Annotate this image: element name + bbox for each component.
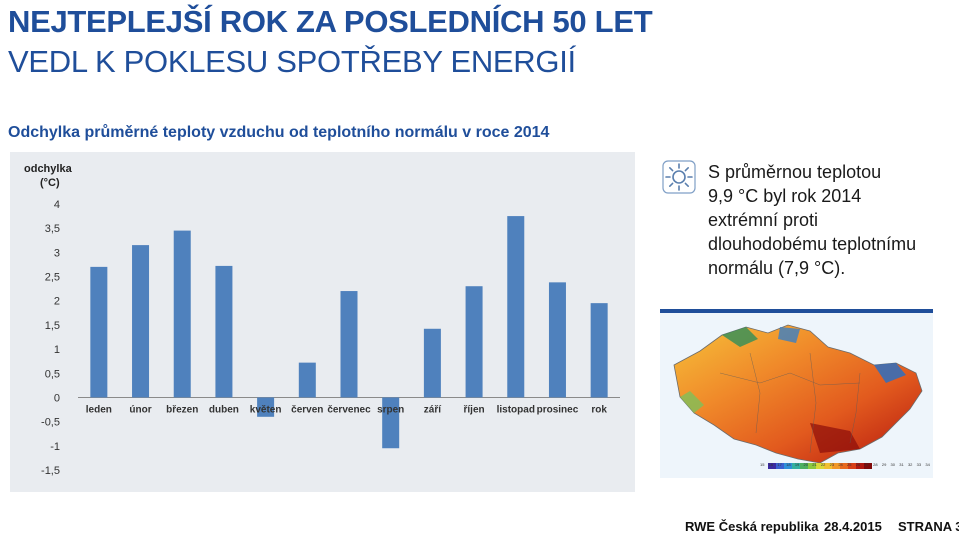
y-tick-label: -1,5 (41, 465, 60, 477)
map-scale-label: 27 (864, 462, 869, 467)
map-scale-label: 24 (838, 462, 843, 467)
x-tick-label: září (424, 404, 442, 415)
x-tick-label: únor (129, 404, 151, 415)
x-tick-label: říjen (464, 404, 485, 415)
y-tick-label: 3,5 (45, 223, 60, 235)
map-scale-labels: 15 16 17 18 19 20 21 22 23 24 25 26 27 28 29 30 31 32 33 34 (760, 462, 930, 470)
note-line-4: dlouhodobému teplotnímu (708, 234, 917, 254)
y-tick-label: 1 (54, 344, 60, 356)
map-scale-label: 16 (768, 462, 774, 467)
map-scale-label: 33 (916, 462, 922, 467)
chart-panel: odchylka (°C) 4 3,5 3 2,5 2 1,5 1 0,5 0 -0,5 -1 -1,… (10, 152, 635, 492)
bar-5 (298, 362, 316, 398)
x-tick-label: leden (86, 404, 112, 415)
map-scale-label: 32 (907, 462, 913, 467)
map-scale-label: 18 (786, 462, 791, 467)
bar-chart: odchylka (°C) 4 3,5 3 2,5 2 1,5 1 0,5 0 -0,5 -1 -1,… (24, 163, 620, 477)
footer-page-number: STRANA 3 (898, 519, 959, 534)
x-tick-label: rok (591, 404, 607, 415)
map-scale-label: 22 (820, 462, 826, 467)
map-scale-label: 21 (812, 462, 817, 467)
map-scale-label: 31 (899, 462, 904, 467)
map-scale-label: 29 (881, 462, 887, 467)
y-tick-label: 0 (54, 392, 60, 404)
y-tick-label: 3 (54, 247, 60, 259)
page-title-line1: NEJTEPLEJŠÍ ROK ZA POSLEDNÍCH 50 LET (8, 4, 653, 39)
chart-title: Odchylka průměrné teploty vzduchu od tep… (8, 124, 550, 141)
y-tick-label: 1,5 (45, 320, 60, 332)
bar-9 (465, 286, 483, 398)
x-tick-label: duben (209, 404, 239, 415)
x-tick-label: březen (166, 404, 198, 415)
map-scale-label: 25 (847, 462, 852, 467)
footer-company: RWE Česká republika (685, 519, 819, 534)
map-scale-label: 26 (855, 462, 861, 467)
bar-7 (382, 397, 400, 449)
y-tick-label: 4 (54, 199, 60, 211)
note-line-1: S průměrnou teplotou (708, 162, 882, 182)
map-scale-label: 34 (925, 462, 930, 467)
bar-12 (590, 303, 608, 398)
map-scale-label: 19 (794, 462, 800, 467)
y-tick-label: -1 (50, 441, 60, 453)
sun-icon (662, 160, 696, 194)
y-tick-label: -0,5 (41, 417, 60, 429)
footer-date: 28.4.2015 (824, 519, 882, 534)
bar-4 (257, 397, 275, 417)
y-tick-label: 0,5 (45, 368, 60, 380)
note-line-3: extrémní proti (708, 210, 819, 230)
map-scale-label: 17 (777, 462, 782, 467)
bar-6 (340, 291, 358, 398)
temperature-map: 15 16 17 18 19 20 21 22 23 24 25 26 27 28 29 30 31 32 33 34 (660, 309, 933, 478)
bar-2 (173, 230, 191, 398)
x-tick-label: červen (291, 404, 323, 415)
note-line-5: normálu (7,9 °C). (708, 258, 846, 278)
x-tick-label: listopad (497, 404, 535, 415)
bar-3 (215, 265, 233, 398)
bar-11 (548, 282, 566, 398)
bar-10 (507, 216, 525, 398)
map-scale-label: 28 (873, 462, 878, 467)
map-scale-label: 15 (760, 462, 765, 467)
y-axis-label-line1: odchylka (24, 163, 73, 175)
czech-temperature-map-image (673, 324, 923, 469)
x-tick-label: prosinec (537, 404, 579, 415)
bar-1 (132, 245, 150, 398)
x-tick-label: srpen (377, 404, 404, 415)
y-axis-label-line2: (°C) (40, 177, 60, 189)
page-title-line2: VEDL K POKLESU SPOTŘEBY ENERGIÍ (8, 44, 576, 79)
y-tick-label: 2 (54, 296, 60, 308)
bar-0 (90, 266, 108, 398)
bar-8 (423, 328, 441, 398)
note-line-2: 9,9 °C byl rok 2014 (708, 186, 862, 206)
y-tick-label: 2,5 (45, 272, 60, 284)
map-scale-label: 30 (890, 462, 895, 467)
map-scale-label: 20 (803, 462, 808, 467)
x-tick-label: červenec (327, 404, 371, 415)
x-tick-label: květen (250, 404, 282, 415)
note-text: S průměrnou teplotou 9,9 °C byl rok 2014… (708, 160, 958, 280)
map-scale-label: 23 (829, 462, 835, 467)
